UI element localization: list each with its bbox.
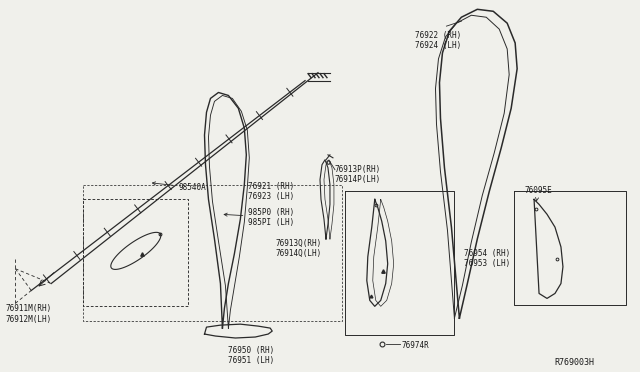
Text: 76921 (RH)
76923 (LH): 76921 (RH) 76923 (LH) [248, 182, 294, 201]
Text: 76913Q(RH)
76914Q(LH): 76913Q(RH) 76914Q(LH) [275, 239, 321, 259]
Text: 76913P(RH)
76914P(LH): 76913P(RH) 76914P(LH) [335, 165, 381, 184]
Text: 76095E: 76095E [524, 186, 552, 201]
Text: 76954 (RH)
76953 (LH): 76954 (RH) 76953 (LH) [465, 249, 511, 268]
Text: 76974R: 76974R [402, 341, 429, 350]
Text: 76950 (RH)
76951 (LH): 76950 (RH) 76951 (LH) [228, 346, 275, 365]
Text: R769003H: R769003H [554, 358, 594, 367]
Text: 76922 (RH)
76924 (LH): 76922 (RH) 76924 (LH) [415, 31, 461, 51]
Text: 985P0 (RH)
985PI (LH): 985P0 (RH) 985PI (LH) [224, 208, 294, 227]
Text: 98540A: 98540A [152, 182, 206, 192]
Text: 76911M(RH)
76912M(LH): 76911M(RH) 76912M(LH) [5, 304, 52, 324]
